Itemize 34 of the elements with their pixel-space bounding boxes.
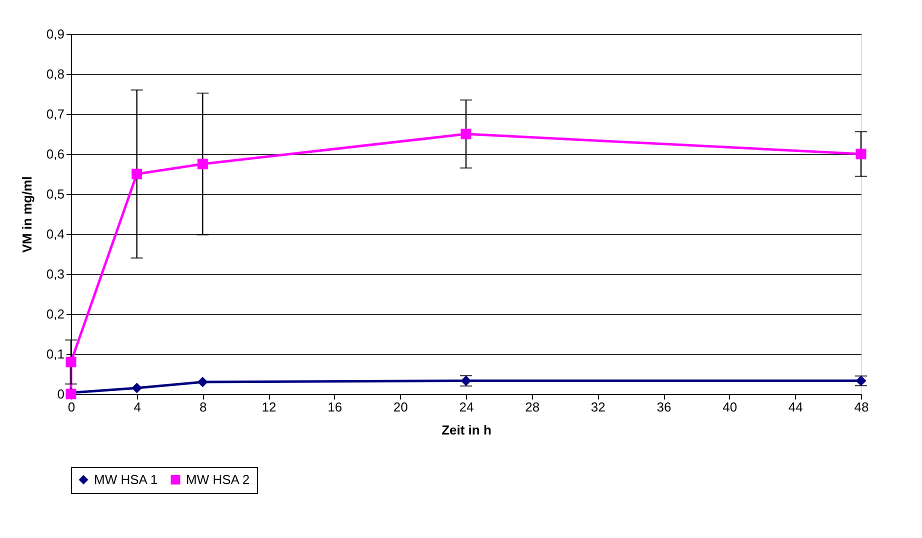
x-tick-label: 32: [590, 400, 606, 414]
y-tick-label: 0,8: [46, 66, 64, 82]
x-tick-label: 24: [459, 400, 474, 414]
x-axis-title: Zeit in h: [442, 422, 492, 438]
x-tick-label: 48: [854, 400, 869, 414]
x-tick-label: 44: [788, 400, 803, 414]
legend-label: MW HSA 1: [94, 472, 158, 487]
y-tick-label: 0,7: [46, 106, 64, 122]
legend-label: MW HSA 2: [186, 472, 250, 487]
x-tick-label: 16: [328, 400, 342, 414]
y-tick-label: 0,3: [46, 266, 64, 282]
point: [856, 148, 866, 160]
y-tick-label: 0,1: [46, 346, 64, 362]
point: [66, 356, 76, 368]
x-tick-label: 12: [262, 400, 276, 414]
x-tick-label: 20: [393, 400, 408, 414]
point: [460, 128, 472, 140]
x-tick-label: 40: [722, 400, 738, 414]
y-axis-title: VM in mg/ml: [19, 176, 34, 253]
y-tick-label: 0: [57, 386, 64, 402]
y-tick-label: 0,9: [46, 26, 64, 42]
y-tick-label: 0,5: [46, 186, 64, 202]
y-tick-label: 0,4: [46, 226, 64, 242]
point: [132, 168, 142, 180]
x-tick-label: 36: [656, 400, 672, 414]
x-tick-label: 0: [68, 400, 76, 414]
y-tick-label: 0,2: [46, 306, 64, 322]
point: [197, 376, 208, 388]
point: [132, 382, 142, 394]
point: [197, 158, 208, 170]
x-tick-label: 28: [525, 400, 540, 414]
x-tick-label: 4: [134, 400, 141, 414]
y-tick-label: 0,6: [46, 146, 64, 162]
x-tick-label: 8: [200, 400, 207, 414]
